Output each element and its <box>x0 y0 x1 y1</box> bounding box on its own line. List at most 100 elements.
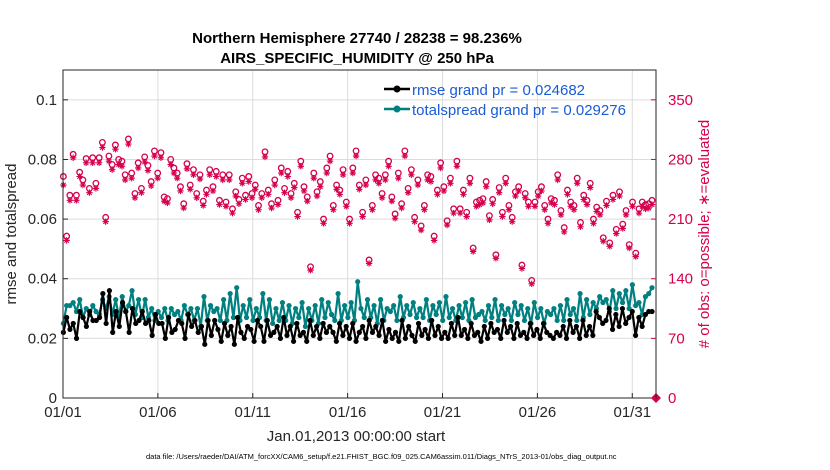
spread-point <box>181 302 187 309</box>
rmse-point <box>563 335 570 341</box>
rmse-point <box>159 320 165 327</box>
spread-point <box>446 314 452 321</box>
obs-evaluated-point <box>284 173 291 180</box>
y-tick-label-left: 0.02 <box>28 330 57 347</box>
rmse-point <box>402 335 408 341</box>
obs-evaluated-point <box>469 248 477 255</box>
spread-point <box>188 305 194 312</box>
rmse-point <box>67 326 73 333</box>
rmse-point <box>435 323 441 330</box>
rmse-point <box>241 335 247 341</box>
spread-point <box>505 305 511 312</box>
rmse-point <box>363 335 369 341</box>
rmse-point <box>432 332 438 338</box>
spread-point <box>325 299 331 306</box>
obs-evaluated-point <box>154 174 161 182</box>
rmse-point <box>583 332 589 338</box>
obs-evaluated-point <box>336 191 344 198</box>
rmse-point <box>376 332 382 338</box>
rmse-point <box>626 314 632 321</box>
rmse-point <box>419 332 425 338</box>
data-file-footnote: data file: /Users/raeder/DAI/ATM_forcXX/… <box>146 452 617 461</box>
rmse-point <box>511 335 517 341</box>
rmse-point <box>484 335 491 341</box>
spread-point <box>554 317 560 324</box>
obs-evaluated-point <box>66 197 74 204</box>
rmse-point <box>366 317 372 324</box>
rmse-point <box>514 320 520 327</box>
x-tick-label: 01/06 <box>139 404 177 421</box>
obs-evaluated-point <box>639 203 646 210</box>
spread-point <box>590 299 596 306</box>
obs-evaluated-point <box>561 228 568 236</box>
spread-point <box>417 305 423 312</box>
y-ticks-right: 0 70 140 210 280 350 <box>651 92 693 407</box>
obs-evaluated-point <box>414 181 422 189</box>
rmse-point <box>570 329 576 335</box>
spread-point <box>577 291 583 297</box>
spread-point <box>361 314 367 321</box>
obs-evaluated-point <box>99 144 106 151</box>
rmse-point <box>221 320 228 327</box>
rmse-point <box>218 338 224 344</box>
spread-point <box>364 297 371 303</box>
spread-point <box>355 279 361 285</box>
obs-evaluated-point <box>632 253 639 260</box>
obs-evaluated-point <box>73 197 80 204</box>
obs-evaluated-point <box>229 209 236 217</box>
obs-evaluated-point <box>450 209 457 217</box>
spread-point <box>83 305 89 312</box>
obs-evaluated-point <box>63 237 70 244</box>
spread-point <box>243 314 250 321</box>
spread-point <box>292 305 299 312</box>
obs-evaluated-point <box>95 159 103 167</box>
rmse-point <box>93 317 99 324</box>
obs-evaluated-point <box>551 201 558 208</box>
obs-evaluated-point <box>603 202 610 209</box>
obs-evaluated-point <box>200 202 207 209</box>
rmse-point <box>343 323 349 330</box>
rmse-point <box>491 329 497 335</box>
spread-point <box>495 317 501 324</box>
obs-evaluated-point <box>421 206 428 213</box>
spread-point <box>498 302 505 309</box>
spread-point <box>413 314 420 321</box>
rmse-point <box>136 317 142 324</box>
obs-evaluated-point <box>232 192 239 200</box>
obs-evaluated-point <box>287 194 295 201</box>
obs-evaluated-point <box>645 204 652 212</box>
spread-point <box>420 314 426 321</box>
rmse-point <box>333 338 339 344</box>
obs-evaluated-point <box>281 189 288 196</box>
rmse-point <box>267 332 274 338</box>
obs-evaluated-point <box>89 159 96 167</box>
spread-point <box>551 305 557 312</box>
obs-evaluated-point <box>183 165 191 173</box>
rmse-series <box>60 288 655 347</box>
rmse-point <box>471 332 478 338</box>
spread-point <box>221 297 227 303</box>
obs-evaluated-point <box>593 208 600 215</box>
spread-point <box>273 305 279 312</box>
spread-point <box>515 311 521 318</box>
rmse-point <box>149 332 155 338</box>
obs-evaluated-point <box>317 183 324 190</box>
rmse-point <box>175 317 182 324</box>
obs-evaluated-point <box>170 169 178 177</box>
spread-point <box>296 314 302 321</box>
spread-point <box>306 305 312 312</box>
obs-evaluated-point <box>609 196 617 203</box>
rmse-point <box>468 320 474 327</box>
rmse-point <box>100 291 106 297</box>
plot-frame <box>62 69 657 399</box>
rmse-point <box>600 320 606 327</box>
rmse-point <box>632 332 639 338</box>
spread-point <box>227 291 233 297</box>
obs-evaluated-point <box>69 154 77 161</box>
rmse-point <box>596 314 602 321</box>
rmse-point <box>251 338 257 344</box>
obs-evaluated-point <box>255 206 262 213</box>
obs-evaluated-point <box>102 218 109 225</box>
rmse-point <box>623 320 629 327</box>
obs-evaluated-point <box>313 192 321 200</box>
